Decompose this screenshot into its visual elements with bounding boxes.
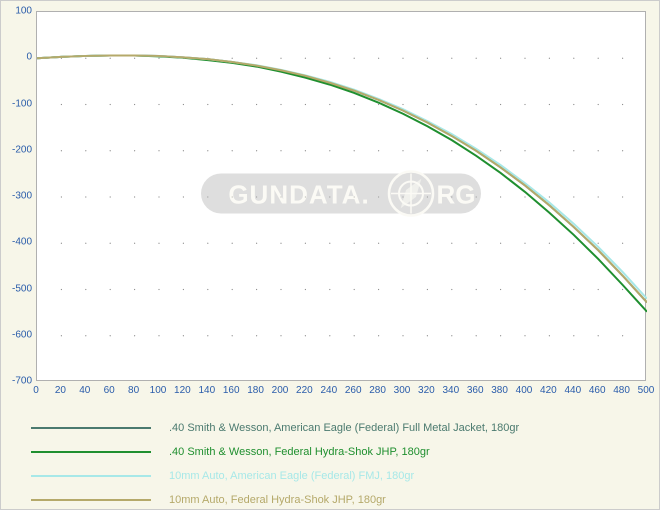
x-axis-label: 420 <box>540 385 557 396</box>
x-axis-label: 320 <box>418 385 435 396</box>
legend-label: 10mm Auto, American Eagle (Federal) FMJ,… <box>169 470 414 482</box>
x-axis-label: 460 <box>589 385 606 396</box>
x-axis-label: 480 <box>613 385 630 396</box>
y-axis-label: -100 <box>5 98 32 109</box>
plot-area: GUNDATA. RG <box>36 11 646 381</box>
y-axis-label: -200 <box>5 144 32 155</box>
y-axis-label: -600 <box>5 329 32 340</box>
legend-line <box>31 451 151 453</box>
x-axis-label: 340 <box>442 385 459 396</box>
series-line <box>37 55 647 302</box>
series-line <box>37 55 647 298</box>
x-axis-label: 440 <box>564 385 581 396</box>
x-axis-label: 240 <box>320 385 337 396</box>
x-axis-label: 40 <box>79 385 90 396</box>
x-axis-label: 220 <box>296 385 313 396</box>
x-axis-label: 360 <box>467 385 484 396</box>
series-line <box>37 55 647 311</box>
x-axis-label: 260 <box>345 385 362 396</box>
y-axis-label: 100 <box>5 6 32 17</box>
legend-item: 10mm Auto, Federal Hydra-Shok JHP, 180gr <box>31 488 519 512</box>
x-axis-label: 160 <box>223 385 240 396</box>
series-line <box>37 55 647 302</box>
y-axis-label: 0 <box>5 52 32 63</box>
y-axis-label: -500 <box>5 283 32 294</box>
x-axis-label: 140 <box>198 385 215 396</box>
legend-line <box>31 499 151 501</box>
chart-container: GUNDATA. RG .40 Smith & Wesson, American… <box>0 0 660 510</box>
x-axis-label: 180 <box>247 385 264 396</box>
x-axis-label: 60 <box>104 385 115 396</box>
legend-item: .40 Smith & Wesson, American Eagle (Fede… <box>31 416 519 440</box>
x-axis-label: 280 <box>369 385 386 396</box>
y-axis-label: -300 <box>5 191 32 202</box>
x-axis-label: 300 <box>394 385 411 396</box>
y-axis-label: -400 <box>5 237 32 248</box>
x-axis-label: 380 <box>491 385 508 396</box>
x-axis-label: 0 <box>33 385 39 396</box>
legend-item: 10mm Auto, American Eagle (Federal) FMJ,… <box>31 464 519 488</box>
legend-line <box>31 427 151 429</box>
x-axis-label: 80 <box>128 385 139 396</box>
legend-label: 10mm Auto, Federal Hydra-Shok JHP, 180gr <box>169 494 386 506</box>
x-axis-label: 400 <box>516 385 533 396</box>
x-axis-label: 120 <box>174 385 191 396</box>
x-axis-label: 20 <box>55 385 66 396</box>
x-axis-label: 500 <box>638 385 655 396</box>
x-axis-label: 100 <box>150 385 167 396</box>
y-axis-label: -700 <box>5 376 32 387</box>
legend-line <box>31 475 151 477</box>
legend: .40 Smith & Wesson, American Eagle (Fede… <box>31 416 519 512</box>
x-axis-label: 200 <box>272 385 289 396</box>
legend-label: .40 Smith & Wesson, Federal Hydra-Shok J… <box>169 446 430 458</box>
legend-label: .40 Smith & Wesson, American Eagle (Fede… <box>169 422 519 434</box>
legend-item: .40 Smith & Wesson, Federal Hydra-Shok J… <box>31 440 519 464</box>
chart-svg <box>37 12 647 382</box>
